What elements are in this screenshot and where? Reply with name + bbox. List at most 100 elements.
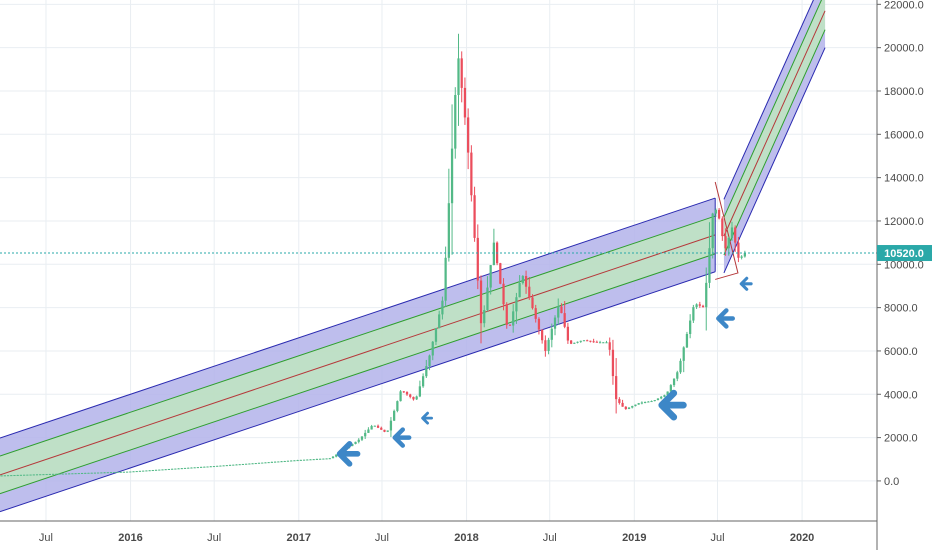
candle-body <box>624 406 627 410</box>
candle <box>579 340 582 343</box>
candle-body <box>302 459 306 461</box>
candle <box>190 467 193 469</box>
candle <box>113 471 116 474</box>
candle-body <box>26 474 29 476</box>
candle <box>171 468 174 470</box>
candle-body <box>701 305 705 308</box>
candle <box>97 472 100 474</box>
candle <box>740 255 743 260</box>
candle <box>196 466 200 469</box>
candle-body <box>470 152 473 196</box>
candle <box>277 461 280 463</box>
candle-body <box>177 468 180 470</box>
candle-body <box>154 469 158 471</box>
price-badge-box <box>877 245 932 262</box>
candle <box>438 310 441 329</box>
candle <box>35 474 39 476</box>
candle-body <box>106 472 109 474</box>
candle <box>322 458 325 460</box>
y-tick-label: 0.0 <box>884 476 899 488</box>
candle <box>177 468 180 470</box>
candle <box>245 463 248 465</box>
candle <box>463 77 467 125</box>
candle-body <box>421 376 425 387</box>
candle <box>515 292 518 324</box>
candle-body <box>16 474 19 476</box>
candle <box>3 475 6 477</box>
channel-upper-line <box>0 197 716 439</box>
candle-body <box>637 403 640 405</box>
candle-body <box>476 237 479 281</box>
candle <box>380 426 383 430</box>
candle-body <box>473 195 476 238</box>
candle-body <box>109 472 113 474</box>
candle <box>106 472 109 474</box>
candle-body <box>97 472 100 474</box>
candle-body <box>740 256 743 258</box>
channel-median-line <box>0 234 716 476</box>
candle <box>225 465 228 467</box>
y-tick-label: 12000.0 <box>884 216 924 228</box>
candle <box>682 346 685 373</box>
candle-body <box>643 402 647 404</box>
candle-body <box>441 300 444 315</box>
candle <box>187 467 190 469</box>
candle <box>734 225 737 252</box>
candle-body <box>122 471 126 473</box>
candle <box>434 328 438 346</box>
candle-body <box>695 304 698 308</box>
candle-body <box>499 263 502 284</box>
candle <box>315 458 319 460</box>
candle-body <box>592 341 595 343</box>
candle-body <box>248 463 251 465</box>
candle <box>714 208 718 217</box>
candle-body <box>528 286 531 298</box>
candle <box>216 465 219 467</box>
candle <box>405 391 409 396</box>
candle-body <box>212 466 216 468</box>
candle-body <box>3 475 6 477</box>
candle-body <box>357 439 360 442</box>
candle-body <box>586 340 589 342</box>
candle <box>730 221 734 241</box>
candle <box>660 395 663 400</box>
candle <box>267 462 270 464</box>
candle-body <box>685 333 689 348</box>
candle-body <box>672 378 676 386</box>
candle-body <box>631 406 634 408</box>
candle <box>634 404 637 407</box>
candle <box>621 399 624 407</box>
candle <box>328 457 331 460</box>
candle-body <box>615 376 618 400</box>
candle <box>547 337 550 355</box>
candle <box>325 458 328 460</box>
candle <box>479 275 483 344</box>
candle-body <box>463 87 467 118</box>
candle-body <box>537 318 541 330</box>
candle-body <box>714 209 718 214</box>
candle-body <box>61 473 64 475</box>
y-tick-label: 8000.0 <box>884 303 918 315</box>
candle-body <box>650 401 653 403</box>
candle-body <box>360 436 364 440</box>
candle <box>409 393 412 399</box>
candle-body <box>309 459 312 461</box>
candle <box>219 465 222 467</box>
candle <box>264 462 267 464</box>
candle <box>695 303 698 310</box>
candle <box>531 294 534 310</box>
y-tick-label: 14000.0 <box>884 173 924 185</box>
candle <box>402 390 405 393</box>
candle <box>679 358 682 374</box>
candle-body <box>483 310 486 324</box>
candle <box>183 467 187 469</box>
candle-body <box>602 342 605 344</box>
candle <box>550 323 553 348</box>
x-tick-label: Jul <box>375 532 389 544</box>
candle <box>444 246 447 307</box>
candle-body <box>376 425 380 428</box>
pitchfork-handle <box>714 181 739 280</box>
candle-body <box>245 463 248 465</box>
candle-body <box>721 218 724 237</box>
